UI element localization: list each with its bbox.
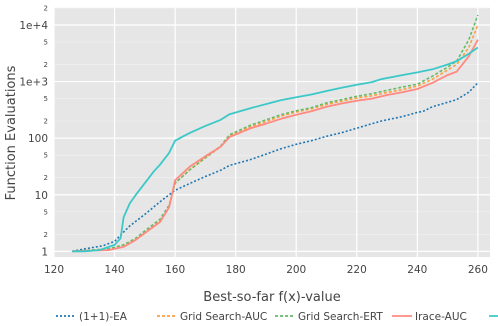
series-line xyxy=(72,39,479,253)
x-tick-label: 120 xyxy=(44,264,64,276)
y-minor-tick-label: 2 xyxy=(44,118,48,126)
y-axis-ticks: 2 5 2 5 2 5 2 5 2 1 10 100 1e+3 1e+4 xyxy=(19,4,48,258)
y-minor-tick-label: 5 xyxy=(44,39,48,47)
plot-background xyxy=(54,8,490,257)
series-line xyxy=(72,14,479,253)
x-tick-label: 200 xyxy=(286,264,306,276)
y-tick-label: 1 xyxy=(41,246,48,258)
legend-label: Grid Search-ERT xyxy=(298,311,383,323)
x-tick-label: 240 xyxy=(407,264,427,276)
x-tick-label: 220 xyxy=(347,264,367,276)
y-tick-label: 1e+3 xyxy=(19,77,48,89)
y-tick-label: 1e+4 xyxy=(19,20,48,32)
x-tick-label: 140 xyxy=(105,264,125,276)
series-line xyxy=(72,82,479,253)
y-minor-tick-label: 5 xyxy=(44,95,48,103)
x-axis-ticks: 120 140 160 180 200 220 240 260 xyxy=(44,264,488,276)
legend-label: Irace-AUC xyxy=(415,311,467,323)
y-minor-tick-label: 2 xyxy=(44,61,48,69)
x-tick-label: 260 xyxy=(468,264,488,276)
x-tick-label: 160 xyxy=(165,264,185,276)
legend-label: (1+1)-EA xyxy=(79,311,128,323)
y-axis-title: Function Evaluations xyxy=(4,65,19,200)
y-tick-label: 100 xyxy=(28,133,48,145)
legend: (1+1)-EA Grid Search-AUC Grid Search-ERT Ir… xyxy=(56,311,498,323)
y-minor-tick-label: 5 xyxy=(44,152,48,160)
y-minor-tick-label: 2 xyxy=(44,231,48,239)
legend-label: Grid Search-AUC xyxy=(180,311,267,323)
x-axis-title: Best-so-far f(x)-value xyxy=(203,290,340,305)
y-minor-tick-label: 2 xyxy=(44,4,48,12)
series-line xyxy=(72,46,479,253)
y-tick-label: 10 xyxy=(35,190,48,202)
y-minor-tick-label: 5 xyxy=(44,208,48,216)
y-minor-tick-label: 2 xyxy=(44,174,48,182)
series-lines xyxy=(72,14,479,253)
x-tick-label: 180 xyxy=(226,264,246,276)
